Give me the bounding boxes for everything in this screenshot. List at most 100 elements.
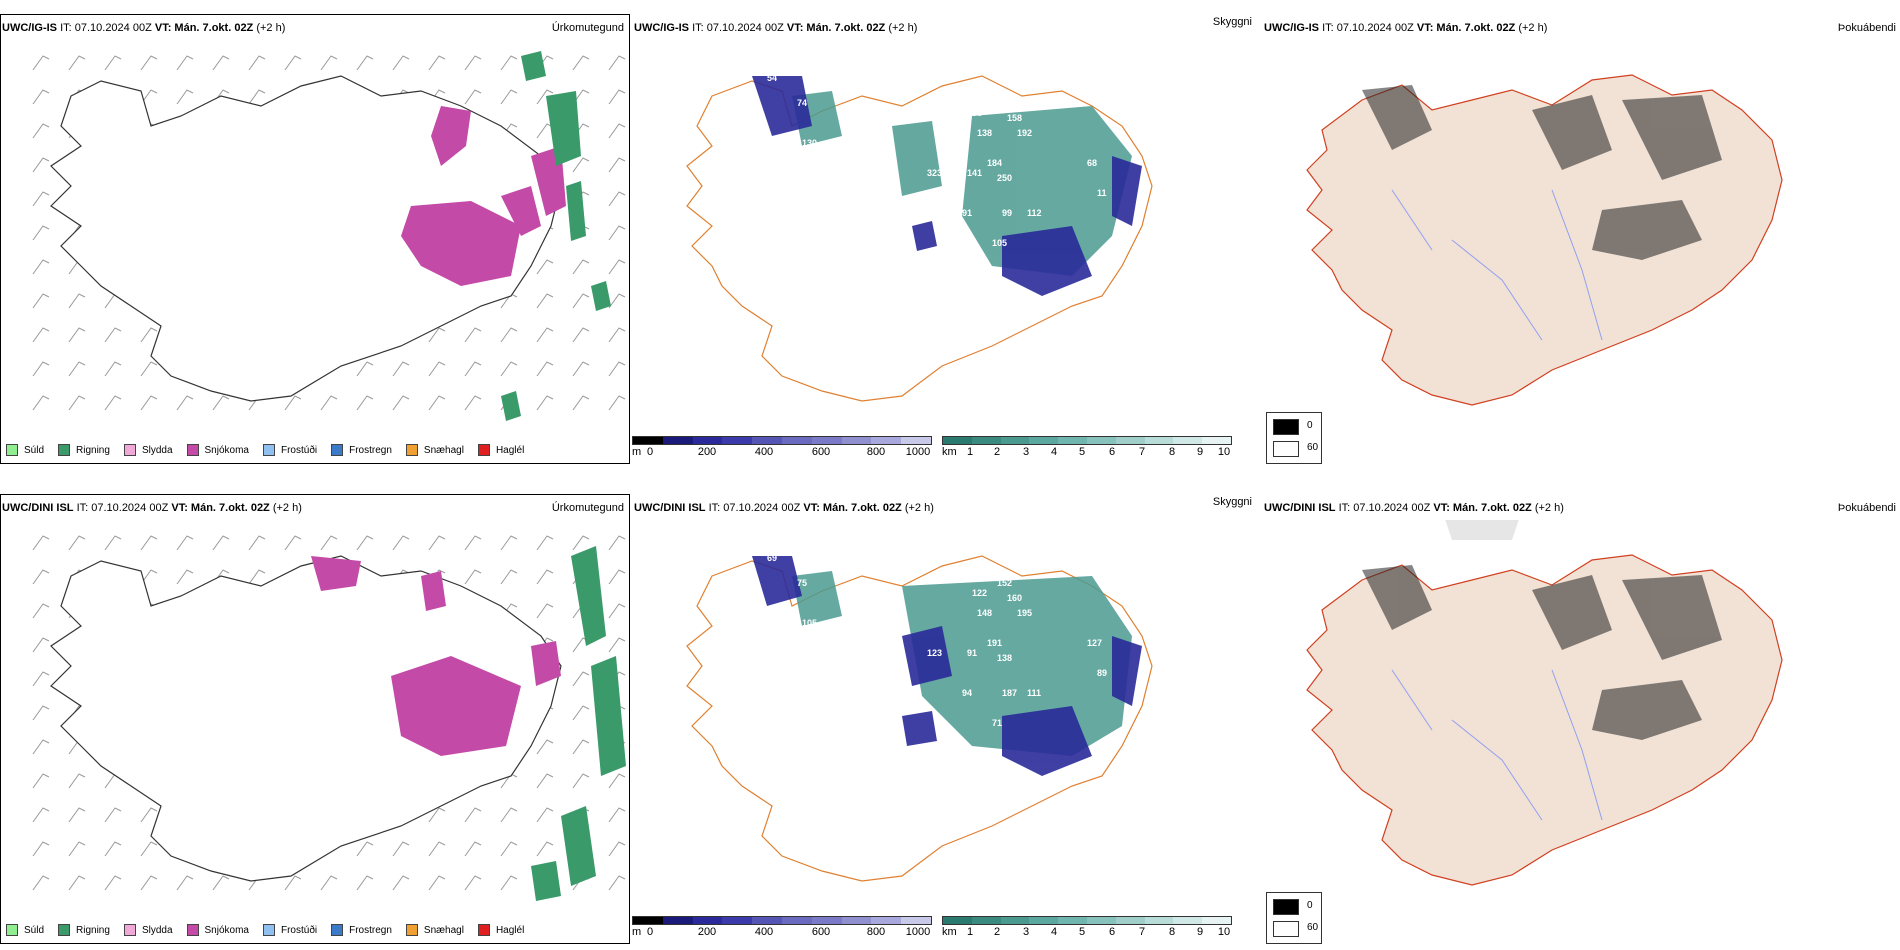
wind-barb [464, 361, 482, 377]
vt-label: VT: [1433, 502, 1450, 514]
parameter-name: Þokuábendi [1837, 22, 1896, 34]
cloudbase-value-label: 99 [757, 123, 767, 133]
wind-barb [500, 569, 518, 585]
wind-barb [320, 395, 338, 411]
cloudbase-value-label: 109 [777, 148, 792, 158]
parameter-name: Úrkomutegund [551, 22, 624, 34]
wind-barb [68, 807, 86, 823]
model-name: UWC/DINI ISL [2, 502, 74, 514]
wind-barb [68, 293, 86, 309]
cloudbase-value-label: 91 [962, 208, 972, 218]
legend-item-sudl: Súld [6, 924, 44, 936]
wind-barb [536, 327, 554, 343]
wind-barb [536, 569, 554, 585]
fog-shading [1362, 85, 1722, 260]
panel-frame [0, 14, 630, 464]
wind-barb [572, 773, 590, 789]
wind-barb [500, 841, 518, 857]
wind-barb [536, 259, 554, 275]
cloudbase-value-label: 99 [1002, 208, 1012, 218]
cloudbase-value-label: 87 [757, 603, 767, 613]
cloudbase-value-label: 75 [797, 578, 807, 588]
wind-barb [104, 841, 122, 857]
cloudbase-areas [752, 76, 1142, 296]
cloudbase-value-label: 71 [992, 718, 1002, 728]
legend-item-sudl: Súld [6, 444, 44, 456]
wind-barb [572, 535, 590, 551]
wind-barb [32, 773, 50, 789]
vt-label: VT: [171, 502, 188, 514]
cloudbase-value-label: 148 [977, 608, 992, 618]
wind-barb [68, 535, 86, 551]
tick: 400 [754, 446, 774, 458]
visibility-colorbar-swatches [942, 436, 1232, 445]
legend-item-haglel: Haglél [477, 924, 524, 936]
wind-barb [608, 603, 626, 619]
legend-item-snaehagl: Snæhagl [405, 924, 464, 936]
parameter-name: Þokuábendi [1837, 502, 1896, 514]
cloudbase-value-label: 94 [962, 688, 972, 698]
wind-barb [608, 395, 626, 411]
iceland-outline [50, 555, 562, 882]
wind-barb [392, 361, 410, 377]
visibility-colorbar: km 1 2 3 4 5 6 7 8 9 10 [942, 436, 1232, 466]
panel-title: UWC/DINI ISL IT: 07.10.2024 00Z VT: Mán.… [1264, 502, 1564, 514]
cloudbase-value-label: 192 [1017, 128, 1032, 138]
tick: 7 [1138, 446, 1146, 458]
cloudbase-value-label: 144 [777, 628, 792, 638]
wind-barb [536, 739, 554, 755]
row-ig-is: UWC/IG-IS IT: 07.10.2024 00Z VT: Mán. 7.… [0, 0, 1900, 470]
wind-barb [500, 361, 518, 377]
legend-item-rigning: Rigning [58, 924, 110, 936]
wind-barb [608, 773, 626, 789]
fog-map [1306, 74, 1783, 406]
model-name: UWC/DINI ISL [1264, 502, 1336, 514]
tick: 10 [1217, 446, 1231, 458]
wind-barb [104, 875, 122, 891]
rain-areas [531, 546, 626, 901]
legend-item-snjokoma: Snjókoma [186, 444, 249, 456]
wind-barb [464, 327, 482, 343]
vt-label: VT: [786, 22, 804, 34]
wind-barb [32, 361, 50, 377]
wind-barb [392, 535, 410, 551]
visibility-areas [792, 571, 1132, 756]
wind-barb [572, 293, 590, 309]
panel-title: UWC/DINI ISL IT: 07.10.2024 00Z VT: Mán.… [634, 502, 934, 514]
wind-barb [572, 671, 590, 687]
vt-label: VT: [154, 22, 172, 34]
wind-barb [572, 705, 590, 721]
wind-barb [140, 807, 158, 823]
cloudbase-value-label: 184 [987, 158, 1002, 168]
wind-barb [464, 841, 482, 857]
init-time: IT: 07.10.2024 00Z [76, 502, 169, 514]
wind-barb [32, 603, 50, 619]
valid-time: Mán. 7.okt. 02Z [190, 502, 270, 514]
legend-item-frostudi: Frostúði [262, 924, 317, 936]
cloudbase-value-label: 96 [972, 108, 982, 118]
precip-type-legend: Súld Rigning Slydda Snjókoma Frostúði Fr… [6, 444, 524, 456]
valid-time: Mán. 7.okt. 02Z [1452, 502, 1532, 514]
iceland-outline [50, 75, 562, 402]
visibility-colorbar: km 1 2 3 4 5 6 7 8 9 10 [942, 916, 1232, 946]
wind-barb [176, 875, 194, 891]
wind-barb [248, 89, 266, 105]
wind-barb [140, 327, 158, 343]
visibility-unit: km [942, 926, 957, 938]
tick: 10 [1217, 926, 1231, 938]
fog-legend-swatch-0 [1273, 899, 1299, 915]
parameter-name: Skyggni [1212, 496, 1252, 508]
valid-time: Mán. 7.okt. 02Z [174, 22, 254, 34]
wind-barb [572, 157, 590, 173]
wind-barb [608, 361, 626, 377]
tick: 600 [811, 446, 831, 458]
tick: 400 [754, 926, 774, 938]
wind-barb [428, 535, 446, 551]
wind-barb [32, 123, 50, 139]
cloudbase-map: 54 74 99 130 109 108 96 138 158 192 184 250 323 141 91… [686, 73, 1153, 402]
cloudbase-value-label: 138 [997, 653, 1012, 663]
wind-barb [32, 157, 50, 173]
wind-barb [608, 293, 626, 309]
model-name: UWC/IG-IS [2, 22, 57, 34]
cloudbase-value-label: 250 [997, 173, 1012, 183]
